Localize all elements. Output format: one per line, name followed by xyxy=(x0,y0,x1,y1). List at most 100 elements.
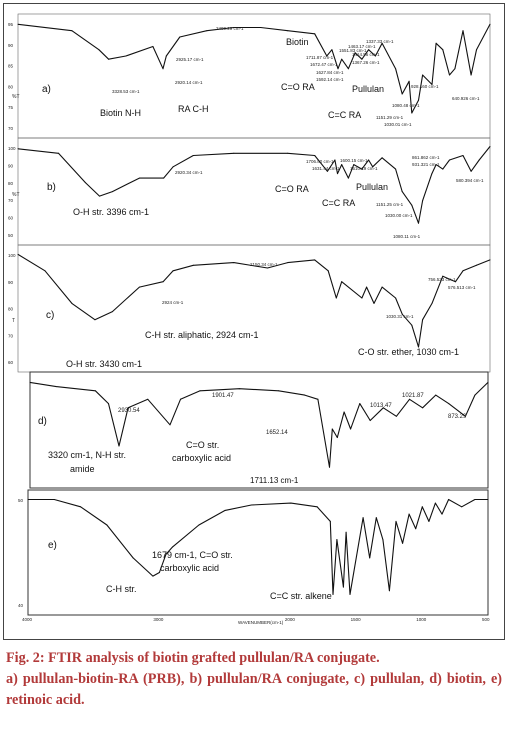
spectrum-point xyxy=(94,390,96,392)
spectrum-point xyxy=(449,74,450,76)
annotation-c-c-ra-a: C=C RA xyxy=(328,110,361,120)
spectrum-point xyxy=(422,407,424,409)
spectrum-point xyxy=(442,168,444,170)
spectrum-point xyxy=(418,346,419,348)
ytick-label: 80 xyxy=(8,307,14,312)
spectrum-point xyxy=(163,177,165,179)
spectrum-point xyxy=(368,49,370,51)
spectrum-point xyxy=(180,398,181,400)
spectrum-point xyxy=(147,398,149,400)
peak-b-2920: 2920.34 cm-1 xyxy=(175,170,203,175)
spectrum-point xyxy=(329,466,330,468)
spectrum-point xyxy=(353,164,355,166)
spectrum-point xyxy=(27,499,29,500)
panel-frame-0 xyxy=(17,13,491,139)
peak-b-1510: 1510.19 cm-1 xyxy=(350,166,378,171)
spectrum-point xyxy=(17,148,19,150)
spectrum-point xyxy=(418,222,419,224)
spectrum-point xyxy=(152,46,154,47)
ytick-label: 90 xyxy=(8,163,14,168)
spectrum-point xyxy=(369,420,371,421)
ytick-label: 80 xyxy=(8,181,14,186)
spectrum-point xyxy=(431,173,433,175)
spectrum-point xyxy=(53,499,55,500)
peak-d-1901: 1901.47 xyxy=(212,393,234,399)
spectrum-point xyxy=(369,557,371,559)
spectrum-point xyxy=(382,539,384,541)
spectrum-point xyxy=(341,281,343,283)
spectrum-point xyxy=(165,55,167,57)
spectrum-point xyxy=(411,324,413,326)
spectrum-point xyxy=(138,286,140,288)
spectrum-point xyxy=(401,191,403,193)
peak-a-2400: 2400.29 cm-1 xyxy=(216,26,244,31)
peak-a-1414: 1414.56 cm-1 xyxy=(352,52,380,57)
spectrum-point xyxy=(326,170,328,172)
spectrum-point xyxy=(343,411,345,413)
xtick-label: 500 xyxy=(482,617,490,622)
ytick-label: 90 xyxy=(8,43,14,48)
spectrum-point xyxy=(395,520,397,522)
spectrum-point xyxy=(94,319,96,321)
annotation-co-acid-d-2: carboxylic acid xyxy=(172,453,231,463)
annotation-c-c-ra-b: C=C RA xyxy=(322,198,355,208)
ytick-label: 40 xyxy=(18,603,24,608)
annotation-pullulan-a: Pullulan xyxy=(352,84,384,94)
annotation-biotin-nh: Biotin N-H xyxy=(100,108,141,118)
peak-b-580: 580.394 cm-1 xyxy=(456,178,484,183)
peak-c-2150: 2150.34 cm-1 xyxy=(250,262,278,267)
peak-a-1551: 1551.83 cm-1 xyxy=(339,48,367,53)
spectrum-point xyxy=(162,281,164,283)
spectrum-point xyxy=(372,166,374,168)
panel-label-b: b) xyxy=(47,182,56,193)
spectrum-point xyxy=(470,74,472,76)
spectrum-point xyxy=(84,182,86,184)
spectrum-point xyxy=(98,49,100,51)
ytick-label: 60 xyxy=(8,216,14,221)
spectrum-point xyxy=(374,55,376,57)
figure-caption: Fig. 2: FTIR analysis of biotin grafted … xyxy=(6,648,502,711)
annotation-oh-3396: O-H str. 3396 cm-1 xyxy=(73,207,149,217)
peak-a-1337: 1337.33 cm-1 xyxy=(366,39,394,44)
peak-d-1711: 1711.13 cm-1 xyxy=(250,476,299,485)
spectrum-point xyxy=(470,170,472,172)
annotation-co-acid-d-1: C=O str. xyxy=(186,440,219,450)
spectrum-point xyxy=(125,55,127,57)
annotation-co-acid-e-2: carboxylic acid xyxy=(160,563,219,573)
ytick-label: 70 xyxy=(8,126,14,131)
spectrum-point xyxy=(169,424,171,426)
spectrum-point xyxy=(402,542,404,544)
spectrum-point xyxy=(127,407,129,409)
peak-d-1021: 1021.87 xyxy=(402,393,424,399)
spectrum-point xyxy=(206,30,208,32)
spectrum-point xyxy=(326,55,328,57)
peak-a-1627: 1627.84 cm-1 xyxy=(316,70,344,75)
spectrum-point xyxy=(304,394,306,396)
spectrum-point xyxy=(362,517,364,519)
peak-a-1030: 1030.01 cm-1 xyxy=(384,122,412,127)
spectrum-point xyxy=(431,84,433,85)
annotation-ch-str: C-H str. xyxy=(106,584,137,594)
xtick-label: 1000 xyxy=(416,617,427,622)
spectrum-point xyxy=(337,173,338,175)
spectrum-point xyxy=(361,58,363,60)
ylabel-c: T xyxy=(12,318,15,324)
annotation-c-o-ra-b: C=O RA xyxy=(275,184,309,194)
peak-a-3328: 3328.53 cm-1 xyxy=(112,89,140,94)
annotation-co-acid-e-1: 1679 cm-1, C=O str. xyxy=(152,550,233,560)
spectrum-point xyxy=(349,593,351,595)
spectrum-point xyxy=(44,270,46,272)
spectrum-point xyxy=(192,264,194,266)
spectrum-point xyxy=(388,590,390,592)
spectrum-point xyxy=(487,381,489,383)
panel-label-a: a) xyxy=(42,84,51,95)
spectrum-point xyxy=(455,281,456,283)
spectrum-point xyxy=(422,319,424,321)
spectrum-line-e) xyxy=(28,498,488,595)
spectrum-point xyxy=(111,311,113,313)
peak-d-2930: 2930.54 xyxy=(118,408,140,414)
spectrum-point xyxy=(462,270,464,272)
peak-a-1367: 1367.26 cm-1 xyxy=(352,60,380,65)
spectrum-point xyxy=(17,253,19,255)
panel-frame-4 xyxy=(27,489,489,616)
